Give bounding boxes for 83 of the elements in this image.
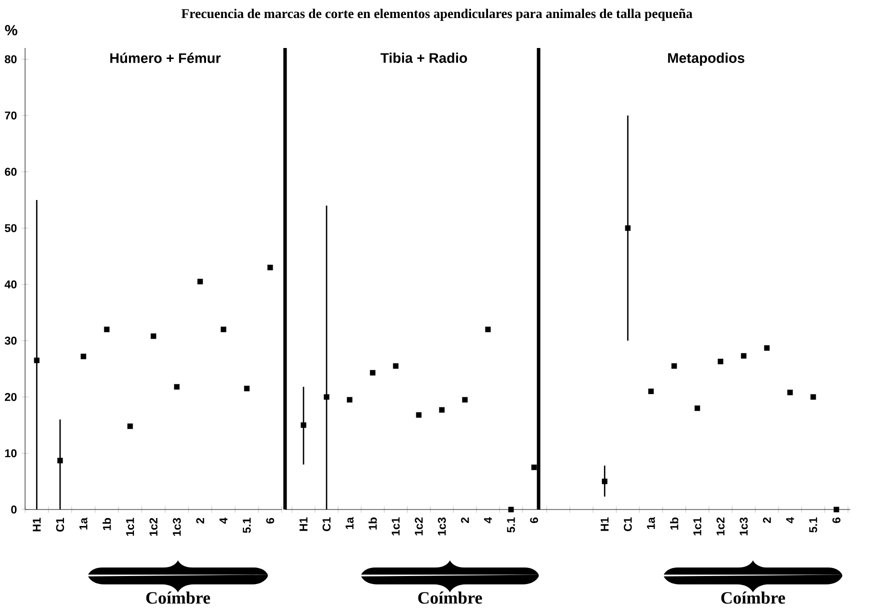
point (834, 506, 840, 512)
point (324, 394, 330, 400)
point (150, 333, 156, 339)
y-tick-label: 30 (4, 336, 17, 345)
text: Coímbre (418, 591, 482, 604)
x-tick-label: 1b (368, 517, 377, 530)
y-tick-label: 60 (4, 168, 17, 176)
x-tick-label: C1 (322, 517, 331, 532)
point (648, 388, 654, 394)
point (267, 264, 273, 270)
x-tick-label: 1c2 (414, 517, 423, 536)
point (104, 326, 110, 332)
point (764, 345, 770, 351)
point (625, 225, 631, 231)
y-tick-label: 80 (4, 55, 17, 64)
x-tick-label: 1a (79, 517, 88, 530)
x-tick-label: H1 (32, 518, 41, 532)
point (416, 412, 422, 418)
x-tick-label: 6 (832, 517, 840, 523)
x-tick-label: 1c3 (172, 518, 181, 536)
x-tick-label: 4 (786, 517, 794, 524)
point (197, 278, 203, 284)
point (508, 506, 514, 512)
point (300, 422, 306, 428)
y-tick-label: 20 (4, 392, 17, 401)
point (602, 478, 608, 484)
point (671, 363, 677, 369)
point (346, 396, 352, 402)
y-tick-label: 0 (11, 505, 17, 514)
point (174, 384, 180, 390)
x-tick-label: 5.1 (507, 517, 515, 532)
point (370, 370, 376, 376)
y-tick-label: 50 (4, 224, 17, 232)
point (531, 464, 537, 470)
x-tick-label: 1c1 (126, 518, 134, 536)
point (810, 394, 816, 400)
x-tick-label: 1c2 (149, 518, 158, 536)
x-tick-label: 5.1 (242, 518, 251, 533)
x-tick-label: 1c3 (740, 517, 748, 536)
y-tick-label: 40 (4, 280, 17, 288)
x-tick-label: 2 (196, 518, 204, 524)
point (740, 353, 746, 359)
x-tick-label: 1a (647, 516, 655, 529)
point (80, 354, 86, 360)
y-tick-label: 70 (4, 111, 17, 120)
x-tick-label: 1c1 (693, 517, 702, 536)
x-tick-label: 1c1 (392, 517, 400, 536)
x-tick-label: 6 (530, 517, 538, 523)
point (718, 358, 724, 364)
x-tick-label: 4 (220, 518, 228, 524)
x-tick-label: 1c2 (716, 517, 725, 536)
y-axis-title: % (5, 24, 18, 36)
x-tick-label: H1 (300, 517, 308, 531)
point (462, 396, 468, 402)
point (220, 326, 226, 332)
x-tick-label: C1 (624, 517, 632, 532)
x-tick-label: H1 (600, 517, 609, 531)
x-tick-label: 4 (484, 517, 492, 524)
x-tick-label: 6 (266, 518, 274, 524)
text: Coímbre (146, 591, 210, 604)
point (392, 363, 398, 369)
point (439, 407, 445, 413)
point (57, 458, 63, 464)
chart-title: Metapodios (668, 52, 744, 66)
x-tick-label: 2 (460, 517, 469, 523)
y-tick-label: 10 (5, 449, 17, 458)
x-tick-label: 2 (762, 517, 771, 523)
text: Frecuencia de marcas de corte en elementos apendiculares para animales de talla pequeña (181, 8, 692, 21)
text: Coímbre (721, 591, 786, 604)
x-tick-label: 1b (670, 517, 678, 530)
x-tick-label: 5.1 (809, 517, 818, 532)
point (244, 386, 250, 392)
point (694, 405, 700, 411)
x-tick-label: 1a (346, 516, 354, 529)
x-tick-label: 1b (102, 518, 111, 530)
chart-title: Tibia + Radio (380, 52, 468, 63)
point (34, 358, 40, 364)
chart-title: Húmero + Fémur (110, 52, 221, 63)
point (485, 326, 491, 332)
x-tick-label: 1c3 (438, 517, 446, 536)
x-tick-label: C1 (56, 518, 64, 532)
point (127, 423, 133, 429)
point (787, 390, 793, 396)
